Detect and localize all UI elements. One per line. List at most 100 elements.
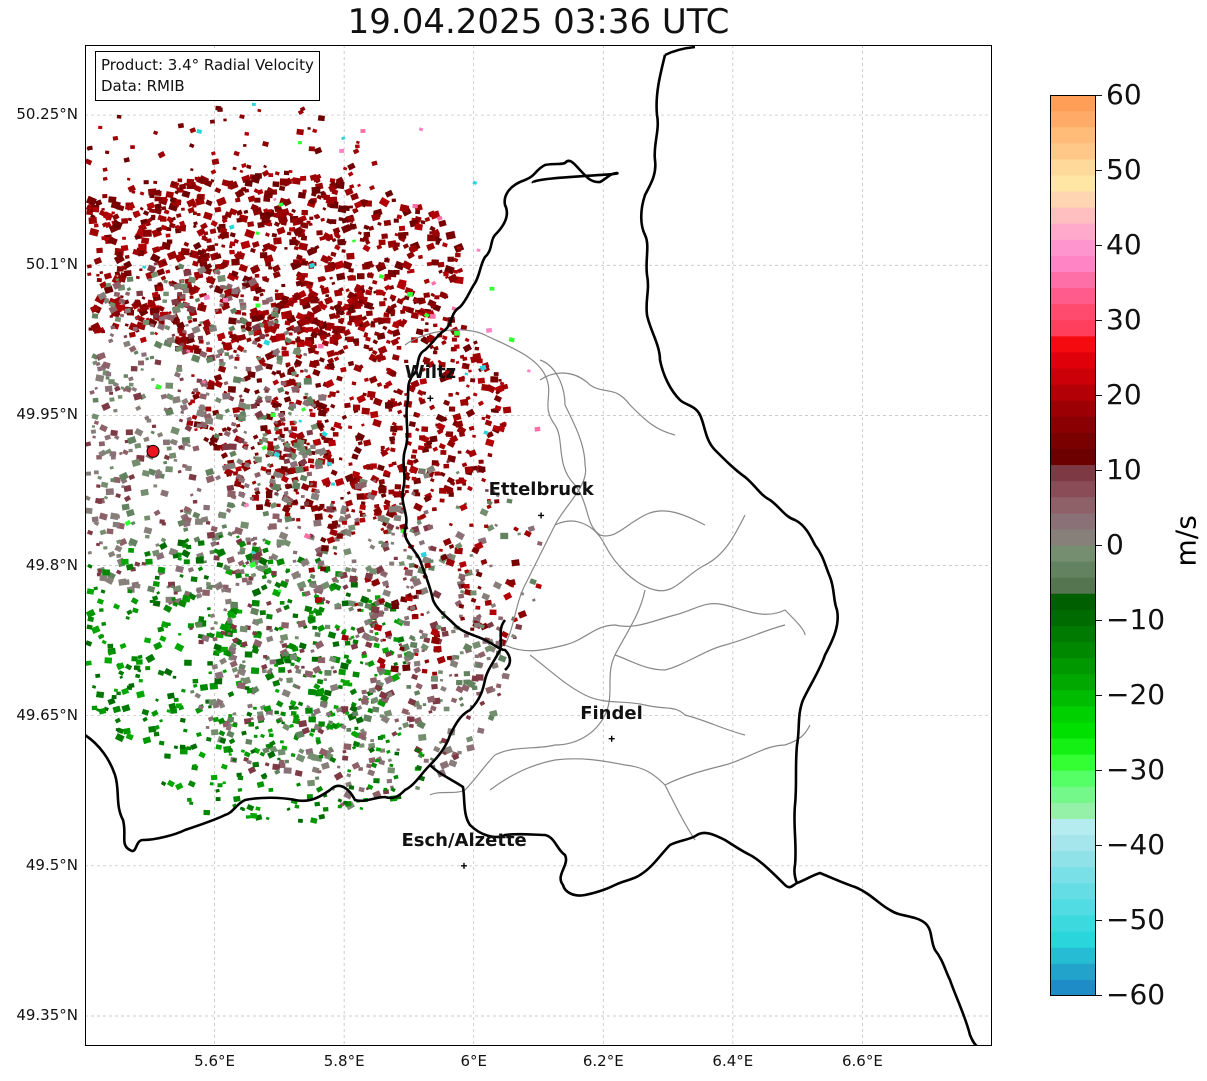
radar-map[interactable]: [85, 45, 992, 1046]
colorbar-segment: [1050, 400, 1096, 418]
colorbar-segment: [1050, 127, 1096, 144]
map-border: [85, 45, 992, 1046]
colorbar-tick-mark: [1096, 695, 1102, 696]
colorbar-tick-label: 40: [1106, 228, 1142, 261]
canton-boundary: [529, 654, 746, 736]
city-markers: [427, 395, 615, 869]
colorbar-segment: [1050, 883, 1096, 900]
colorbar-border: [1050, 95, 1096, 996]
city-marker: [460, 862, 467, 869]
map-area[interactable]: [85, 45, 992, 1046]
city-marker: [608, 735, 615, 742]
colorbar-segment: [1050, 899, 1096, 917]
canton-boundary: [404, 329, 706, 537]
national-border: [85, 619, 507, 853]
colorbar-tick-mark: [1096, 845, 1102, 846]
colorbar-segment: [1050, 722, 1096, 740]
colorbar-tick-label: −40: [1106, 828, 1166, 861]
chart-title: 19.04.2025 03:36 UTC: [347, 2, 730, 42]
colorbar-segment: [1050, 690, 1096, 707]
y-tick-label: 49.8°N: [25, 555, 78, 574]
canton-boundary: [504, 359, 587, 646]
colorbar-segment: [1050, 384, 1096, 402]
national-border: [401, 404, 512, 671]
y-tick-label: 49.5°N: [25, 855, 78, 874]
colorbar-segment: [1050, 95, 1096, 112]
colorbar-tick-mark: [1096, 95, 1102, 96]
colorbar-segment: [1050, 448, 1096, 466]
colorbar-segment: [1050, 561, 1096, 579]
colorbar-segment: [1050, 963, 1096, 981]
canton-boundary: [539, 372, 676, 436]
colorbar-segment: [1050, 754, 1096, 772]
colorbar-tick-label: 50: [1106, 153, 1142, 186]
colorbar-segment: [1050, 947, 1096, 965]
colorbar-tick-label: 30: [1106, 303, 1142, 336]
velocity-colorbar: [1050, 95, 1096, 996]
colorbar-tick-label: 60: [1106, 78, 1142, 111]
x-tick-label: 5.8°E: [323, 1052, 365, 1070]
colorbar-segment: [1050, 175, 1096, 193]
colorbar-tick-mark: [1096, 920, 1102, 921]
colorbar-tick-label: 0: [1106, 528, 1124, 561]
colorbar-segment: [1050, 625, 1096, 643]
colorbar-segment: [1050, 915, 1096, 933]
national-border: [429, 764, 978, 1046]
colorbar-segment: [1050, 513, 1096, 530]
canton-boundary: [494, 589, 646, 756]
colorbar-segment: [1050, 593, 1096, 611]
canton-boundary: [614, 624, 786, 671]
colorbar-segment: [1050, 642, 1096, 659]
colorbar-segment: [1050, 738, 1096, 756]
x-tick-label: 6.6°E: [842, 1052, 883, 1070]
canton-boundary: [554, 514, 746, 592]
national-border: [405, 159, 619, 406]
colorbar-tick-label: −10: [1106, 603, 1166, 636]
colorbar-segment: [1050, 255, 1096, 273]
city-label: Esch/Alzette: [401, 829, 527, 851]
colorbar-tick-label: 10: [1106, 453, 1142, 486]
colorbar-segment: [1050, 867, 1096, 884]
colorbar-unit: m/s: [1166, 515, 1206, 580]
colorbar-segment: [1050, 304, 1096, 321]
y-tick-label: 50.25°N: [16, 105, 78, 124]
city-marker: [427, 395, 434, 402]
colorbar-tick-mark: [1096, 395, 1102, 396]
city-label: Findel: [580, 702, 643, 724]
colorbar-segment: [1050, 529, 1096, 546]
colorbar-segment: [1050, 191, 1096, 209]
colorbar-segment: [1050, 465, 1096, 482]
colorbar-segment: [1050, 159, 1096, 176]
colorbar-segment: [1050, 786, 1096, 804]
city-label: Wiltz: [404, 362, 457, 384]
y-tick-label: 50.1°N: [25, 255, 78, 274]
colorbar-segment: [1050, 481, 1096, 498]
colorbar-segment: [1050, 320, 1096, 337]
colorbar-tick-mark: [1096, 620, 1102, 621]
canton-boundary: [504, 603, 806, 652]
colorbar-tick-mark: [1096, 170, 1102, 171]
colorbar-segment: [1050, 835, 1096, 852]
colorbar-segment: [1050, 770, 1096, 788]
colorbar-segment: [1050, 432, 1096, 450]
colorbar-segment: [1050, 352, 1096, 370]
colorbar-segment: [1050, 111, 1096, 128]
colorbar-tick-mark: [1096, 770, 1102, 771]
colorbar-segment: [1050, 706, 1096, 723]
colorbar-segment: [1050, 545, 1096, 563]
colorbar-segment: [1050, 819, 1096, 836]
colorbar-segment: [1050, 609, 1096, 627]
colorbar-segment: [1050, 416, 1096, 434]
radar-site-marker[interactable]: [146, 444, 160, 458]
colorbar-tick-label: −50: [1106, 903, 1166, 936]
colorbar-segment: [1050, 851, 1096, 868]
national-border: [639, 54, 839, 884]
colorbar-segment: [1050, 288, 1096, 305]
colorbar-segment: [1050, 207, 1096, 225]
y-tick-label: 49.35°N: [16, 1005, 78, 1024]
canton-boundary: [489, 758, 696, 841]
colorbar-segment: [1050, 336, 1096, 353]
colorbar-segment: [1050, 577, 1096, 595]
city-label: Ettelbruck: [488, 479, 594, 501]
colorbar-tick-label: −30: [1106, 753, 1166, 786]
